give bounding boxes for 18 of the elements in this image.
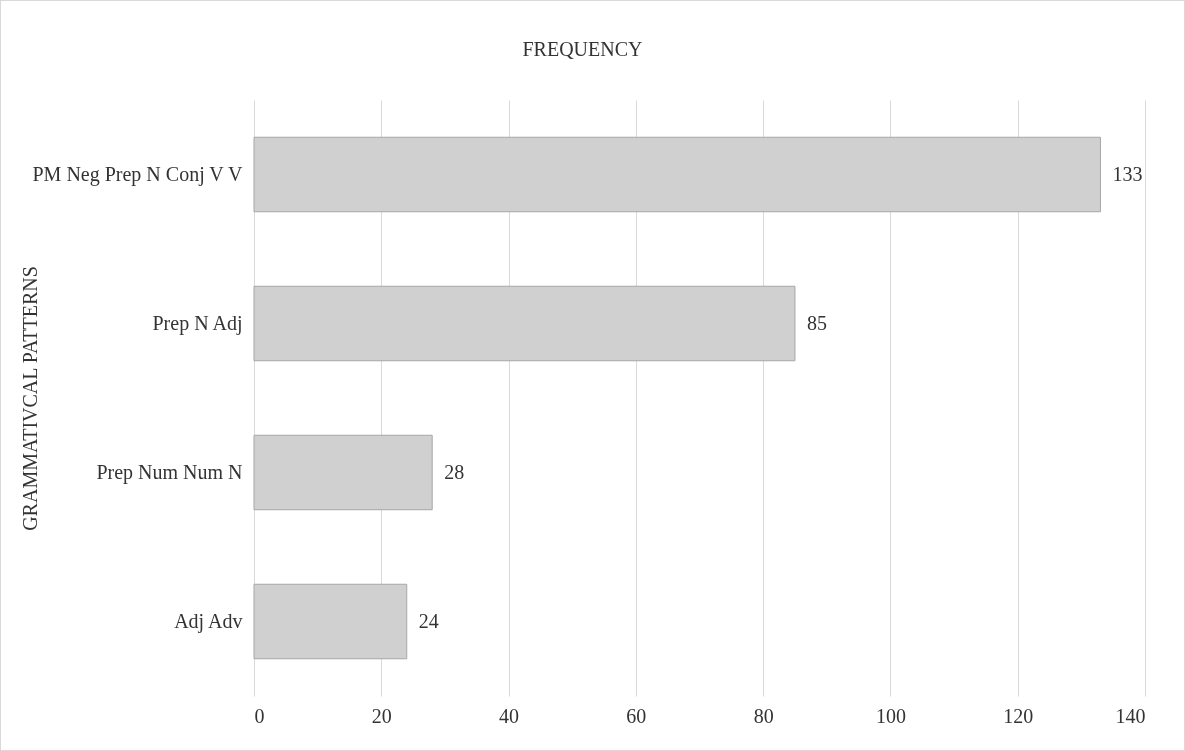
y-tick-label: Adj Adv <box>174 609 243 633</box>
y-axis-title: GRAMMATIVCAL PATTERNS <box>18 266 41 531</box>
data-label: 133 <box>1112 162 1143 185</box>
y-tick-label: PM Neg Prep N Conj V V <box>32 162 244 186</box>
x-tick-label: 80 <box>753 704 774 727</box>
x-tick-label: 120 <box>1003 704 1034 727</box>
data-label: 24 <box>418 609 439 632</box>
x-tick-label: 100 <box>875 704 906 727</box>
chart-title: FREQUENCY <box>522 38 643 60</box>
data-label: 85 <box>806 311 827 334</box>
y-tick-label: Prep N Adj <box>152 311 243 335</box>
x-tick-label: 60 <box>626 704 647 727</box>
x-tick-label: 140 <box>1115 704 1146 727</box>
x-tick-label: 0 <box>254 704 265 727</box>
y-tick-label: Prep Num Num N <box>96 460 243 484</box>
x-tick-label: 40 <box>499 704 520 727</box>
x-tick-label: 20 <box>371 704 392 727</box>
data-label: 28 <box>444 460 465 483</box>
